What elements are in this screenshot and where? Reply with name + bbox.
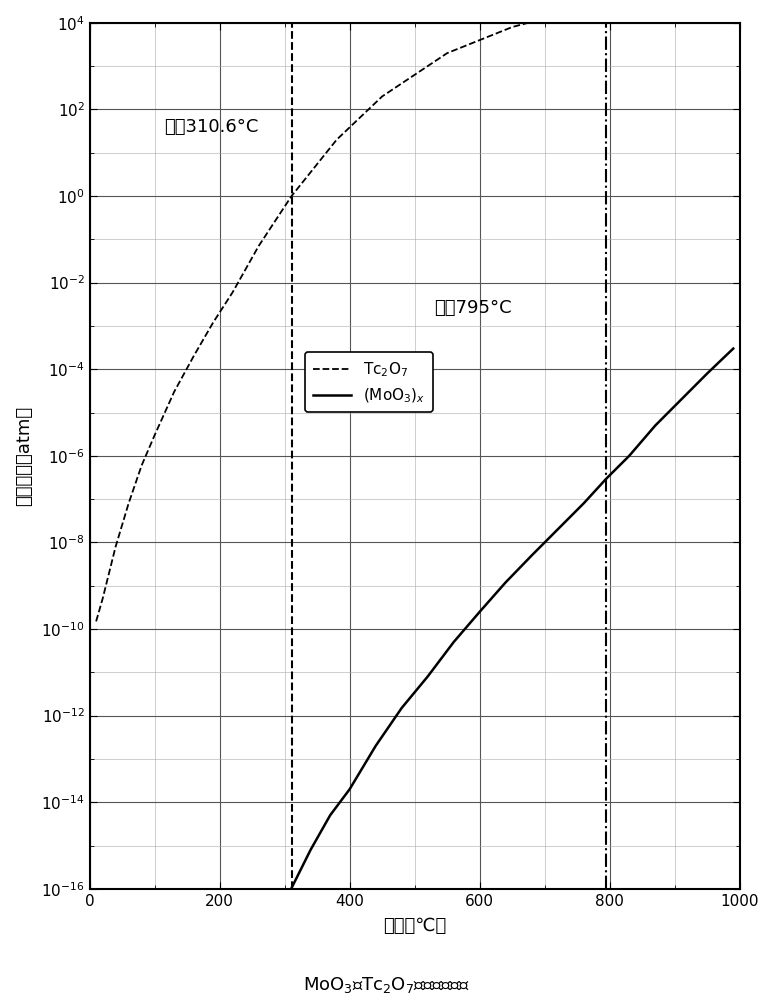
Legend: Tc$_2$O$_7$, (MoO$_3$)$_x$: Tc$_2$O$_7$, (MoO$_3$)$_x$ [305,352,433,412]
Text: 熔点795°C: 熔点795°C [434,299,512,317]
Text: MoO$_3$和Tc$_2$O$_7$的蒸气压曲线: MoO$_3$和Tc$_2$O$_7$的蒸气压曲线 [303,975,471,995]
X-axis label: 温度（℃）: 温度（℃） [383,917,447,935]
Y-axis label: 总蕲气压（atm）: 总蕲气压（atm） [15,406,33,506]
Text: 沸点310.6°C: 沸点310.6°C [164,118,259,136]
